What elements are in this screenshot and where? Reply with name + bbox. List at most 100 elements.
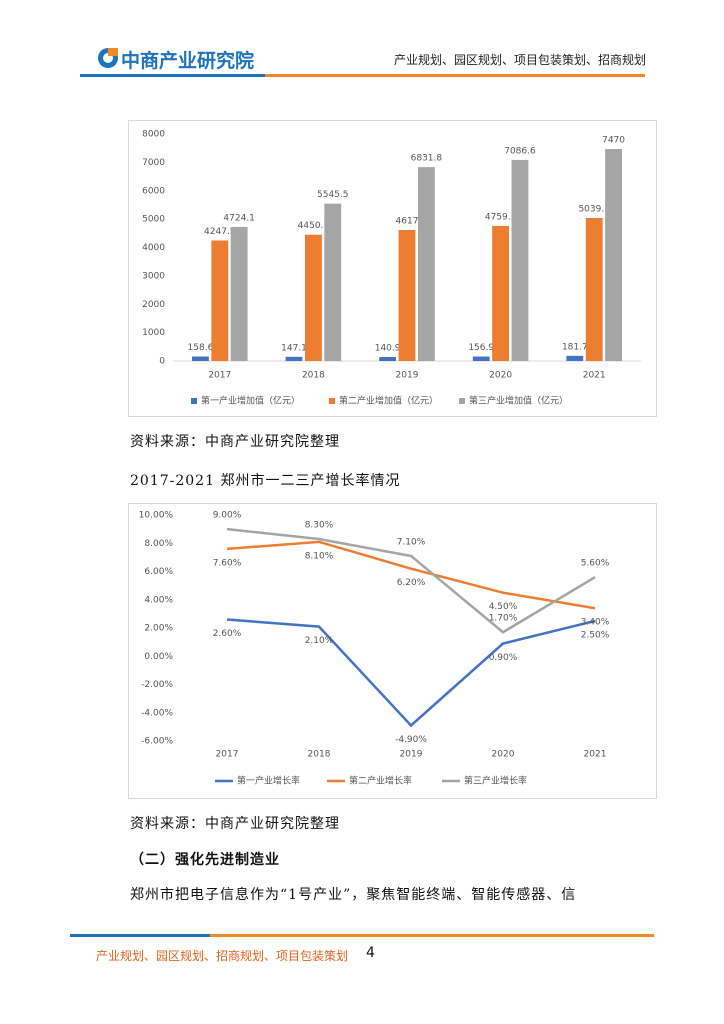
y-tick-label: 6000 — [142, 186, 165, 196]
data-label: 147.1 — [281, 343, 307, 353]
data-label: 1.70% — [489, 614, 518, 624]
data-label: 8.10% — [305, 551, 334, 561]
x-tick-label: 2017 — [208, 371, 231, 381]
data-label: 140.9 — [375, 344, 401, 354]
data-label: 4.50% — [489, 602, 518, 612]
bar — [398, 229, 416, 361]
y-tick-label: 4000 — [142, 243, 165, 253]
data-label: 9.00% — [213, 511, 242, 521]
series-line — [226, 527, 596, 634]
data-label: 6.20% — [397, 578, 426, 588]
data-label: 2.50% — [581, 630, 610, 640]
x-tick-label: 2017 — [216, 750, 239, 760]
x-tick-label: 2018 — [308, 750, 331, 760]
chart-frame: -6.00% -4.00% -2.00% 0.00% 2.00% 4.00% 6.00% 8.… — [128, 503, 657, 799]
data-label: 7470 — [602, 136, 625, 146]
legend-label: 第二产业增加值（亿元） — [339, 395, 438, 407]
x-tick-label: 2021 — [583, 371, 606, 381]
data-label: 7086.6 — [504, 146, 536, 156]
data-label: 6831.8 — [411, 154, 443, 164]
footer-rule-blue — [70, 934, 210, 937]
bar — [304, 234, 322, 361]
page-number: 4 — [366, 945, 375, 961]
data-label: 7.60% — [213, 558, 242, 568]
legend-label: 第一产业增长率 — [237, 775, 300, 787]
chart-title: 2017-2021 郑州市一二三产增长率情况 — [130, 473, 401, 489]
y-tick-label: 0.00% — [144, 652, 173, 662]
bar — [192, 356, 209, 361]
y-tick-label: -4.00% — [141, 708, 173, 718]
y-tick-label: 2.00% — [144, 624, 173, 634]
x-tick-label: 2020 — [489, 371, 512, 381]
data-label: -4.90% — [395, 735, 427, 745]
y-tick-label: -6.00% — [141, 737, 173, 747]
bar — [324, 203, 342, 361]
legend-swatch — [329, 398, 335, 404]
data-label: 5039.3 — [578, 205, 610, 215]
section-heading: （二）强化先进制造业 — [130, 852, 280, 868]
chart-frame: 0 1000 2000 3000 4000 5000 6000 7000 8000 2017 201… — [128, 120, 657, 417]
data-label: 2.60% — [213, 629, 242, 639]
y-tick-label: 1000 — [142, 328, 165, 338]
data-label: 2.10% — [305, 636, 334, 646]
header-rule-orange — [265, 74, 645, 77]
chart: 0 1000 2000 3000 4000 5000 6000 7000 8000 2017 201… — [142, 130, 641, 407]
data-label: 8.30% — [305, 521, 334, 531]
bar — [285, 356, 303, 361]
y-tick-label: 10.00% — [139, 511, 174, 521]
x-tick-label: 2020 — [492, 750, 515, 760]
header-rule-blue — [80, 74, 265, 77]
logo-text: 中商产业研究院 — [121, 50, 255, 72]
data-label: 5.60% — [581, 559, 610, 569]
y-tick-label: 7000 — [142, 158, 165, 168]
data-label: 4759.5 — [485, 212, 516, 222]
bar — [417, 167, 435, 361]
source-note: 资料来源：中商产业研究院整理 — [130, 434, 340, 450]
legend-swatch — [459, 398, 465, 404]
data-label: 158.6 — [188, 343, 214, 353]
paragraph: 郑州市把电子信息作为“1号产业”，聚焦智能终端、智能传感器、信 — [130, 887, 577, 903]
series-line — [226, 618, 596, 728]
legend-label: 第三产业增长率 — [464, 775, 527, 787]
bar — [472, 356, 490, 361]
data-label: 0.90% — [489, 653, 518, 663]
source-note: 资料来源：中商产业研究院整理 — [130, 816, 340, 832]
bar — [211, 240, 229, 361]
bar — [492, 225, 510, 361]
y-tick-label: 5000 — [142, 215, 165, 225]
footer-rule-orange — [210, 934, 654, 937]
logo-icon — [98, 48, 118, 68]
x-tick-label: 2018 — [302, 371, 325, 381]
chart: -6.00% -4.00% -2.00% 0.00% 2.00% 4.00% 6.00% 8.… — [139, 511, 610, 787]
x-tick-label: 2019 — [396, 371, 419, 381]
data-label: 4247.5 — [204, 227, 236, 237]
data-label: 3.40% — [581, 618, 610, 628]
y-tick-label: 8.00% — [144, 539, 173, 549]
bar — [605, 149, 622, 361]
series-line — [226, 540, 596, 610]
bar — [566, 355, 584, 361]
data-label: 7.10% — [397, 537, 426, 547]
bar — [379, 357, 397, 361]
y-tick-label: 0 — [159, 357, 165, 367]
bar — [230, 226, 248, 361]
y-tick-label: 8000 — [142, 130, 165, 140]
y-tick-label: 2000 — [142, 300, 165, 310]
bar — [585, 218, 603, 361]
data-label: 181.7 — [562, 342, 588, 352]
x-tick-label: 2019 — [400, 750, 423, 760]
data-label: 4450.7 — [298, 221, 330, 231]
y-tick-label: -2.00% — [141, 680, 173, 690]
y-tick-label: 4.00% — [144, 595, 173, 605]
data-label: 156.9 — [468, 343, 494, 353]
y-tick-label: 6.00% — [144, 567, 173, 577]
bar — [511, 159, 529, 361]
data-label: 5545.5 — [317, 190, 349, 200]
footer-text: 产业规划、园区规划、招商规划、项目包装策划 — [96, 949, 349, 963]
y-tick-label: 3000 — [142, 271, 165, 281]
data-label: 4617 — [396, 216, 419, 226]
legend-label: 第一产业增加值（亿元） — [201, 395, 300, 407]
data-label: 4724.1 — [223, 213, 255, 223]
legend-swatch — [191, 398, 197, 404]
